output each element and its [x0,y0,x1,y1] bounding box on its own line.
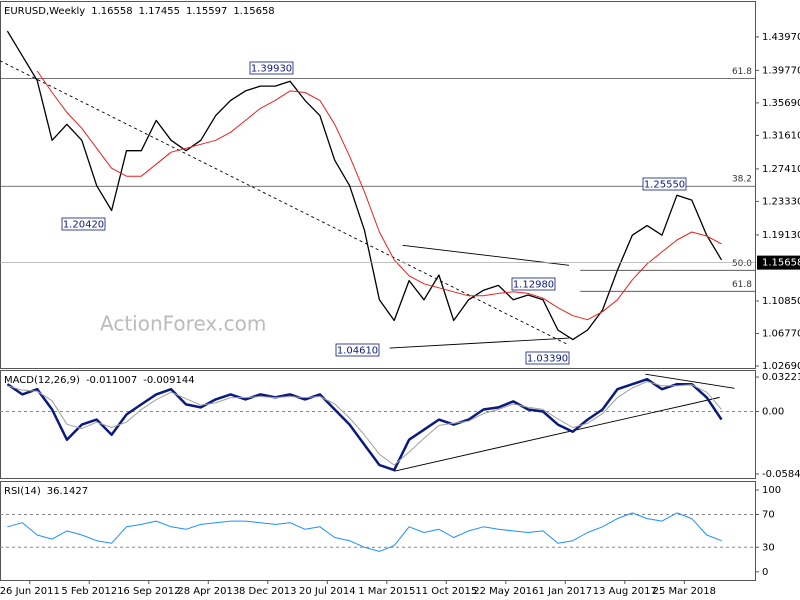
y-tick-label: 1.02690 [762,361,800,372]
callout-label: 1.25550 [644,180,685,191]
series-line [36,70,722,321]
x-tick-label: 28 Apr 2013 [177,586,239,597]
y-tick-label: 1.19130 [762,230,800,241]
y-tick-label: 1.43970 [762,32,800,43]
x-tick-label: 16 Sep 2012 [117,586,180,597]
header-text: 1.17455 [139,6,180,17]
fib-label: 38.2 [732,175,752,185]
header-text: 36.1427 [47,486,88,497]
x-tick-label: 5 Feb 2012 [61,586,117,597]
header-text: 1.15597 [186,6,227,17]
x-tick-label: 20 Jul 2014 [299,586,356,597]
trendline [402,244,570,266]
series-line [6,30,723,341]
fib-label: 61.8 [732,67,752,77]
panel-frame [0,370,756,479]
price-badge [757,255,800,270]
y-tick-label: 1.23330 [762,196,800,207]
panel-frame [0,1,756,369]
y-tick-label: -0.058413 [762,469,800,480]
callout-box [511,277,556,291]
panel-frame [0,481,756,581]
series-line [7,512,722,552]
callout-label: 1.12980 [513,280,554,291]
y-tick-label: 0.032215 [762,372,800,383]
callout-box [249,61,294,75]
header-text: EURUSD,Weekly [4,6,85,17]
y-tick-label: 1.27410 [762,164,800,175]
y-tick-label: 1.06770 [762,328,800,339]
y-tick-label: 0.00 [762,406,784,417]
trendline [389,337,570,349]
callout-label: 1.03390 [527,354,568,365]
y-tick-label: 1.31610 [762,130,800,141]
series-line [7,381,722,466]
x-tick-label: 1 Mar 2015 [358,586,415,597]
x-tick-label: 22 May 2016 [473,586,538,597]
y-tick-label: 1.10850 [762,296,800,307]
header-text: MACD(12,26,9) [4,375,80,386]
trendline [645,373,735,389]
callout-box [642,177,687,191]
callout-box [335,343,380,357]
callout-label: 1.39930 [251,64,292,75]
trendline [394,396,720,472]
y-tick-label: 1.39770 [762,65,800,76]
trendline [0,60,570,346]
x-tick-label: 13 Aug 2017 [593,586,657,597]
callout-box [525,351,570,365]
fib-label: 61.8 [732,280,752,290]
callout-label: 1.20420 [63,220,104,231]
header-text: -0.009144 [143,375,194,386]
y-tick-label: 30 [762,542,775,553]
series-line [6,377,723,472]
x-tick-label: 26 Jun 2011 [0,586,60,597]
price-badge-label: 1.15658 [762,258,800,269]
callout-box [61,217,106,231]
y-tick-label: 70 [762,510,775,521]
header-text: RSI(14) [4,486,41,497]
y-tick-label: 100 [762,485,781,496]
y-tick-label: 0 [762,567,768,578]
y-tick-label: 1.35690 [762,98,800,109]
fib-label: 50.0 [732,259,752,269]
x-tick-label: 1 Jan 2017 [539,586,593,597]
callout-label: 1.04610 [337,346,378,357]
header-text: 1.15658 [233,6,274,17]
x-tick-label: 8 Dec 2013 [239,586,297,597]
x-tick-label: 25 Mar 2018 [653,586,716,597]
watermark: ActionForex.com [100,312,266,336]
x-tick-label: 11 Oct 2015 [415,586,477,597]
header-text: 1.16558 [91,6,132,17]
header-text: -0.011007 [86,375,137,386]
